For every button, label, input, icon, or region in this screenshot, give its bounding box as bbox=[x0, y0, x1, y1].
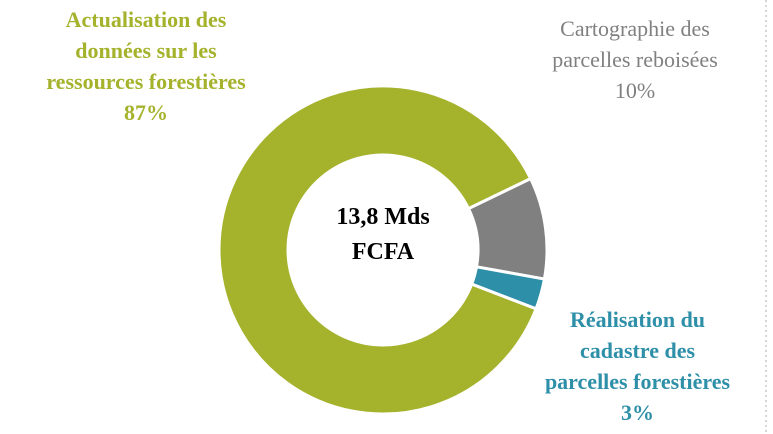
donut-segment bbox=[217, 84, 539, 416]
donut-segment bbox=[469, 265, 547, 311]
value-label: 87% bbox=[124, 100, 168, 125]
segment-label: Réalisation du cadastre des parcelles fo… bbox=[505, 304, 770, 428]
value-label: 3% bbox=[621, 400, 654, 425]
center-label: 13,8 Mds FCFA bbox=[336, 204, 430, 265]
category-label: Cartographie des parcelles reboisées bbox=[552, 16, 718, 72]
value-label: 10% bbox=[614, 78, 656, 103]
segment-label: Actualisation des données sur les ressou… bbox=[0, 4, 292, 128]
segment-label: Cartographie des parcelles reboisées 10% bbox=[505, 13, 765, 106]
category-label: Actualisation des données sur les ressou… bbox=[46, 7, 246, 94]
category-label: Réalisation du cadastre des parcelles fo… bbox=[544, 307, 731, 394]
